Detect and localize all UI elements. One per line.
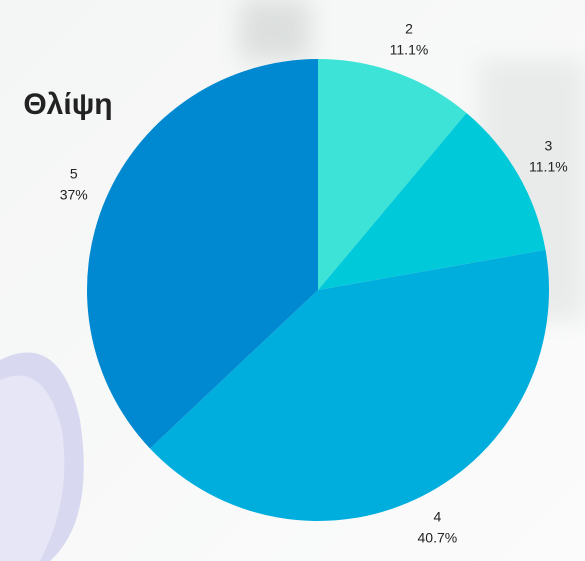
slice-value-label: 40.7% xyxy=(418,529,458,545)
slice-category-label: 3 xyxy=(544,138,552,154)
slice-value-label: 11.1% xyxy=(529,159,568,175)
background-hat xyxy=(0,352,84,561)
pie-slice xyxy=(318,59,467,290)
chart-title: Θλίψη xyxy=(23,88,112,121)
pie-slice xyxy=(149,249,549,521)
slice-value-label: 11.1% xyxy=(390,42,429,58)
slice-category-label: 5 xyxy=(70,165,78,181)
slice-category-label: 4 xyxy=(433,508,441,524)
pie-slice xyxy=(87,59,318,449)
slice-category-label: 2 xyxy=(405,21,413,37)
pie-slice xyxy=(318,113,546,290)
slice-value-label: 37% xyxy=(60,186,88,202)
